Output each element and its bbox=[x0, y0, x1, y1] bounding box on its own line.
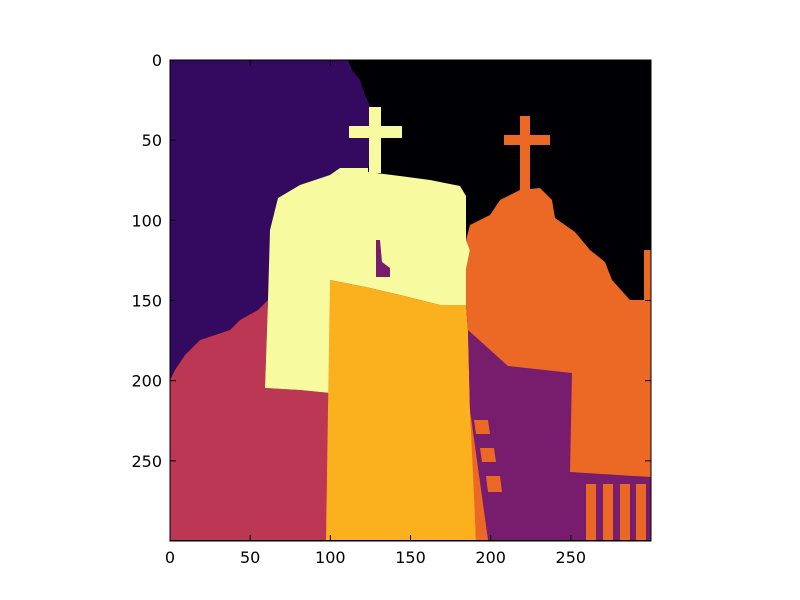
segment-window bbox=[376, 240, 390, 277]
segment-railing-gap-2 bbox=[603, 484, 613, 540]
segment-left-ground bbox=[170, 300, 330, 540]
segment-railing-gap-3 bbox=[620, 484, 630, 540]
segment-left-tower-wall bbox=[265, 168, 470, 393]
segment-cross-left-horizontal bbox=[349, 126, 402, 138]
x-tick-label: 250 bbox=[556, 548, 587, 567]
segment-railing-gap-1 bbox=[586, 484, 596, 540]
x-tick-label: 150 bbox=[395, 548, 426, 567]
x-tick-label: 200 bbox=[475, 548, 506, 567]
x-tick-label: 100 bbox=[315, 548, 346, 567]
segment-cross-right-horizontal bbox=[504, 135, 550, 145]
x-tick-label: 50 bbox=[240, 548, 260, 567]
segment-ladder-rungs bbox=[474, 420, 490, 434]
segment-cross-right-vertical bbox=[520, 116, 530, 191]
y-tick-label: 0 bbox=[152, 51, 162, 70]
image-content bbox=[170, 60, 651, 541]
segment-ladder-rungs-2 bbox=[480, 448, 496, 462]
segment-right-edge-post bbox=[644, 250, 651, 300]
x-tick-label: 0 bbox=[165, 548, 175, 567]
segment-railing-gap-4 bbox=[636, 484, 646, 540]
y-tick-label: 50 bbox=[142, 131, 162, 150]
y-tick-label: 150 bbox=[131, 292, 162, 311]
y-tick-label: 100 bbox=[131, 211, 162, 230]
segment-cross-left-vertical bbox=[369, 107, 381, 173]
y-axis-ticks: 0 50 100 150 200 250 bbox=[131, 51, 651, 471]
y-tick-label: 250 bbox=[131, 452, 162, 471]
segment-center-wall bbox=[326, 280, 476, 540]
segment-ladder-rungs-3 bbox=[486, 476, 502, 492]
x-axis-ticks: 0 50 100 150 200 250 bbox=[165, 60, 586, 567]
y-tick-label: 200 bbox=[131, 372, 162, 391]
